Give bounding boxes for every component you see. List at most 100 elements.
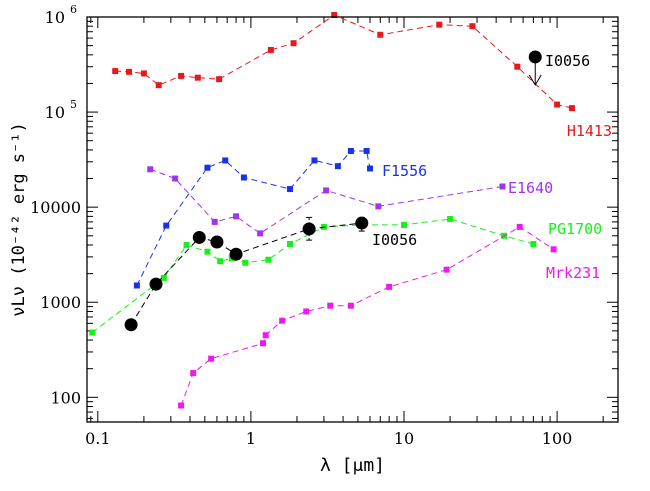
data-point [178,402,185,409]
data-point [327,302,334,309]
y-tick-label: 10000 [30,198,81,217]
data-point [216,76,223,83]
data-point [155,82,162,89]
labels-layer: H1413 I0056 F1556 E1640 I0056 PG1700 Mrk231 [372,52,612,282]
data-point [386,283,393,290]
series-label-h1413: H1413 [567,122,612,140]
series-line [150,168,503,235]
svg-text:5: 5 [70,98,77,111]
data-point [89,329,96,336]
data-point [160,274,167,281]
data-point [204,164,211,171]
data-point [124,318,138,332]
series-label-e1640: E1640 [508,179,553,197]
data-point [133,282,140,289]
data-point [262,332,269,339]
data-point [140,70,147,77]
data-point [229,247,243,261]
data-point [178,72,185,79]
data-point [514,63,521,70]
data-point [208,355,215,362]
series-label-mrk231: Mrk231 [546,264,600,282]
ticks-layer: 0.1 1 10 100 100 1000 10000 10 5 10 6 [30,3,618,448]
series-line [130,222,362,325]
series-e1640 [147,166,506,237]
data-point [233,213,240,220]
data-point [377,31,384,38]
y-tick-label: 1000 [40,293,81,312]
svg-text:10: 10 [45,103,65,122]
series-label-i0056: I0056 [372,231,417,249]
data-point [311,157,318,164]
y-tick-label: 10 6 [45,3,77,27]
series-h1413 [112,11,575,112]
data-point [528,50,542,64]
data-point [554,101,561,108]
data-point [302,222,316,236]
x-tick-label: 100 [542,429,573,448]
data-point [530,240,537,247]
data-point [355,216,369,230]
x-axis-title: λ [μm] [320,455,385,476]
data-point [267,46,274,53]
series-mrk231 [178,223,557,409]
series-line [115,14,573,109]
series-line [91,218,534,333]
data-point [347,302,354,309]
series-label-pg1700: PG1700 [548,220,602,238]
data-point [367,165,374,172]
data-point [194,74,201,81]
svg-text:10: 10 [45,8,65,27]
data-point [242,259,249,266]
data-point [550,246,557,253]
data-point [147,166,154,173]
data-point [568,105,575,112]
data-point [210,235,224,249]
data-point [163,222,170,229]
series-label-f1556: F1556 [382,162,427,180]
data-point [190,370,197,377]
data-point [290,40,297,47]
plot-frame [86,16,619,423]
data-point [112,68,119,75]
data-point [172,175,179,182]
data-point [331,11,338,18]
data-point [303,308,310,315]
upper-limit-arrowhead [528,74,542,86]
data-point [204,248,211,255]
data-point [443,266,450,273]
x-tick-label: 1 [246,429,256,448]
x-tick-label: 10 [394,429,414,448]
data-point [516,223,523,230]
data-point [260,340,267,347]
data-point [286,186,293,193]
svg-text:6: 6 [70,3,77,16]
data-point [375,203,382,210]
data-point [126,68,133,75]
data-point [347,147,354,154]
data-point [192,230,206,244]
data-point [400,221,407,228]
data-point [323,187,330,194]
data-point [436,21,443,28]
data-point [279,317,286,324]
data-point [334,163,341,170]
data-point [499,183,506,190]
series-line [136,150,371,286]
data-point [183,241,190,248]
series-layer [89,11,575,409]
y-axis-title: νLν (10⁻⁴² erg s⁻¹) [9,122,29,316]
series-i0056-limit [528,50,542,86]
y-tick-label: 100 [50,388,81,407]
data-point [447,216,454,223]
data-point [240,174,247,181]
series-i0056 [124,216,369,332]
data-point [222,157,229,164]
data-point [217,258,224,265]
data-point [211,218,218,225]
data-point [469,23,476,30]
x-tick-label: 0.1 [85,429,110,448]
data-point [149,277,163,291]
y-tick-label: 10 5 [45,98,77,122]
